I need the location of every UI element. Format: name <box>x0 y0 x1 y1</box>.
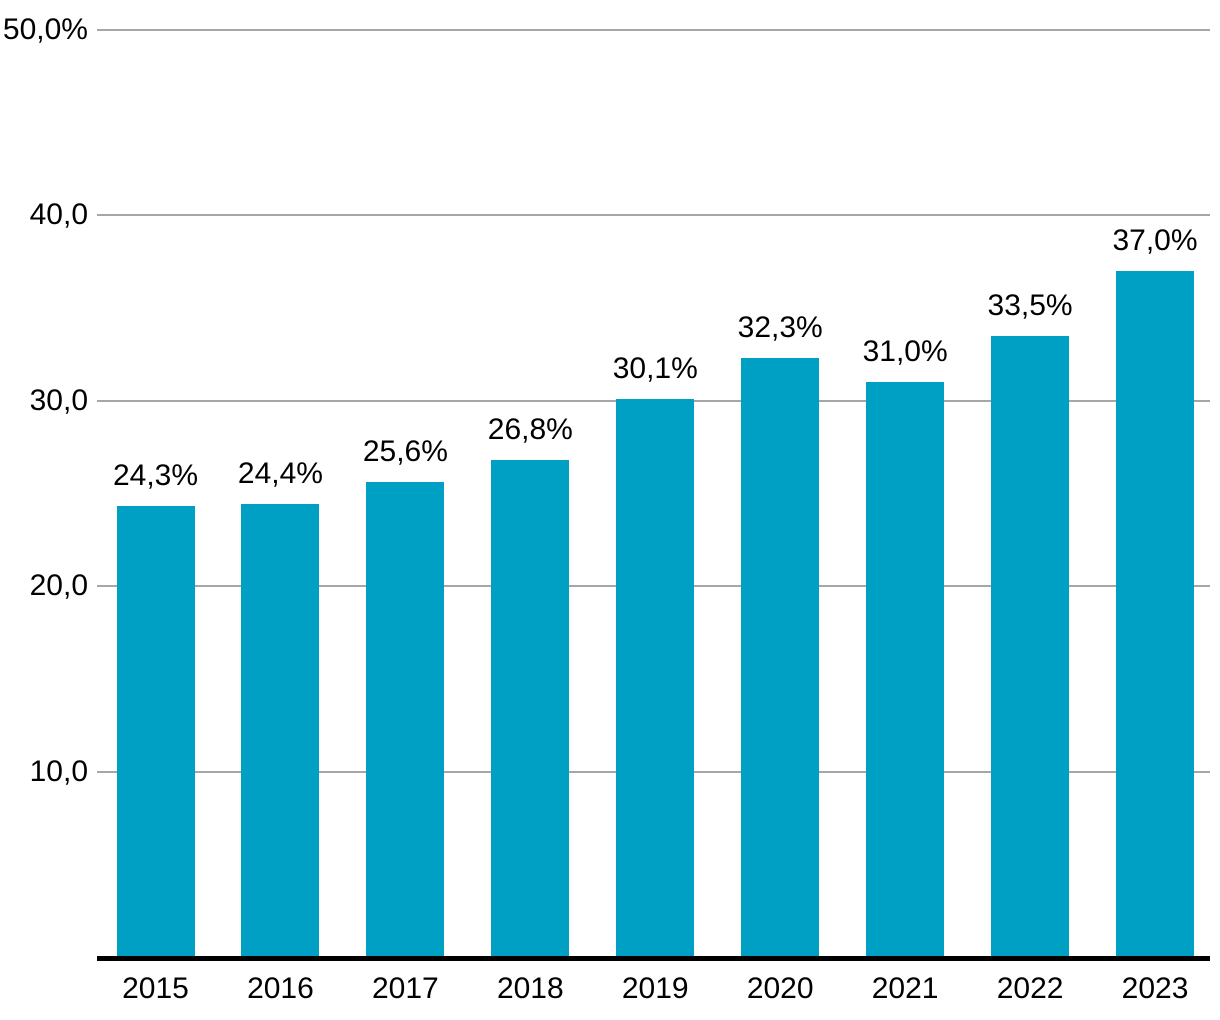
bar <box>866 381 945 957</box>
bar-value-label: 31,0% <box>862 334 948 368</box>
y-axis-tick-label: 20,0 <box>29 569 88 602</box>
bar-value-label: 25,6% <box>362 435 448 469</box>
bar <box>116 506 195 957</box>
bar-value-label: 32,3% <box>737 310 823 344</box>
x-axis-tick-label: 2022 <box>996 972 1064 1005</box>
bar <box>366 482 445 957</box>
x-axis-tick-label: 2016 <box>247 972 314 1005</box>
bar <box>241 504 320 957</box>
y-gridline <box>97 28 1210 31</box>
x-axis-tick-label: 2015 <box>122 972 189 1005</box>
y-axis-tick-label: 40,0 <box>29 198 88 231</box>
bar-value-label: 33,5% <box>987 288 1073 322</box>
bar <box>491 459 570 957</box>
y-gridline <box>97 214 1210 216</box>
bar-value-label: 30,1% <box>612 351 698 385</box>
x-axis-tick-label: 2023 <box>1121 972 1189 1005</box>
bar <box>991 335 1070 957</box>
bar <box>616 398 695 957</box>
bar-value-label: 24,4% <box>237 457 323 491</box>
x-axis-tick-label: 2020 <box>746 972 814 1005</box>
y-axis-tick-label: 30,0 <box>29 383 88 417</box>
bar-value-label: 26,8% <box>487 412 573 446</box>
bar-value-label: 24,3% <box>112 459 199 493</box>
bar <box>741 357 820 957</box>
x-axis-tick-label: 2021 <box>871 972 939 1005</box>
bar-value-label: 37,0% <box>1112 223 1198 257</box>
bar <box>1116 270 1195 957</box>
x-axis-tick-label: 2019 <box>621 972 689 1005</box>
x-axis-tick-label: 2017 <box>372 972 439 1005</box>
x-axis-line <box>97 956 1210 961</box>
y-axis-tick-label: 10,0 <box>29 754 88 788</box>
y-axis-tick-label: 50,0% <box>2 12 88 46</box>
x-axis-tick-label: 2018 <box>496 972 564 1005</box>
